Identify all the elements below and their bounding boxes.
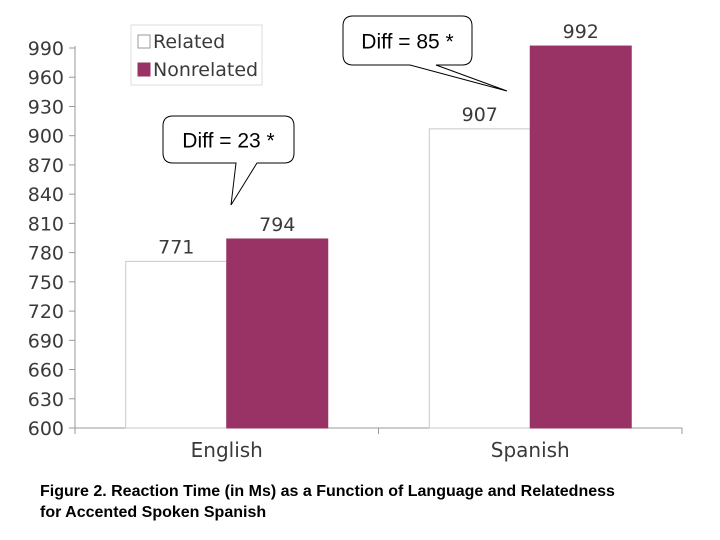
y-tick-label: 720 bbox=[28, 301, 64, 323]
callout-bubble bbox=[162, 115, 295, 206]
callouts: Diff = 23 * Diff = 85 * bbox=[162, 15, 508, 206]
legend-label-related: Related bbox=[153, 31, 225, 53]
legend-swatch-nonrelated bbox=[137, 62, 151, 77]
callout-text: Diff = 85 * bbox=[361, 31, 453, 54]
x-axis: English Spanish bbox=[74, 427, 683, 462]
figure-caption: Figure 2. Reaction Time (in Ms) as a Fun… bbox=[40, 481, 700, 523]
caption-line-2: for Accented Spoken Spanish bbox=[40, 504, 267, 521]
bar-nonrelated-english bbox=[226, 238, 329, 429]
y-tick-label: 960 bbox=[28, 67, 64, 89]
caption-line-1: Figure 2. Reaction Time (in Ms) as a Fun… bbox=[40, 483, 615, 500]
bar-related-spanish bbox=[428, 128, 531, 429]
bar-related-english bbox=[125, 260, 228, 429]
legend-label-nonrelated: Nonrelated bbox=[153, 59, 258, 81]
data-label: 771 bbox=[158, 236, 194, 258]
y-tick-label: 810 bbox=[28, 213, 64, 235]
y-tick-label: 750 bbox=[28, 272, 64, 294]
legend-swatch-related bbox=[137, 34, 151, 49]
x-category-label: English bbox=[191, 438, 263, 462]
y-tick-label: 690 bbox=[28, 330, 64, 352]
callout-bubble bbox=[342, 15, 508, 92]
y-tick-label: 600 bbox=[28, 418, 64, 440]
y-axis: 600 630 660 690 720 750 780 810 840 870 900 930 960 9… bbox=[28, 38, 76, 440]
legend-box bbox=[130, 24, 263, 86]
y-tick-label: 630 bbox=[28, 389, 64, 411]
y-tick-label: 780 bbox=[28, 243, 64, 265]
y-tick-label: 900 bbox=[28, 126, 64, 148]
legend: Related Nonrelated bbox=[130, 24, 263, 86]
y-tick-label: 930 bbox=[28, 96, 64, 118]
data-label: 907 bbox=[462, 104, 498, 126]
y-tick-label: 660 bbox=[28, 360, 64, 382]
callout-text: Diff = 23 * bbox=[182, 130, 274, 153]
x-category-label: Spanish bbox=[491, 438, 570, 462]
bar-nonrelated-spanish bbox=[529, 45, 632, 429]
y-tick-label: 840 bbox=[28, 184, 64, 206]
bar-chart: 600 630 660 690 720 750 780 810 840 870 900 930 960 9… bbox=[28, 15, 683, 462]
bars bbox=[125, 45, 632, 429]
data-labels: 771 794 907 992 bbox=[158, 21, 599, 258]
y-tick-label: 870 bbox=[28, 155, 64, 177]
data-label: 794 bbox=[259, 214, 295, 236]
y-tick-label: 990 bbox=[28, 38, 64, 60]
data-label: 992 bbox=[563, 21, 599, 43]
